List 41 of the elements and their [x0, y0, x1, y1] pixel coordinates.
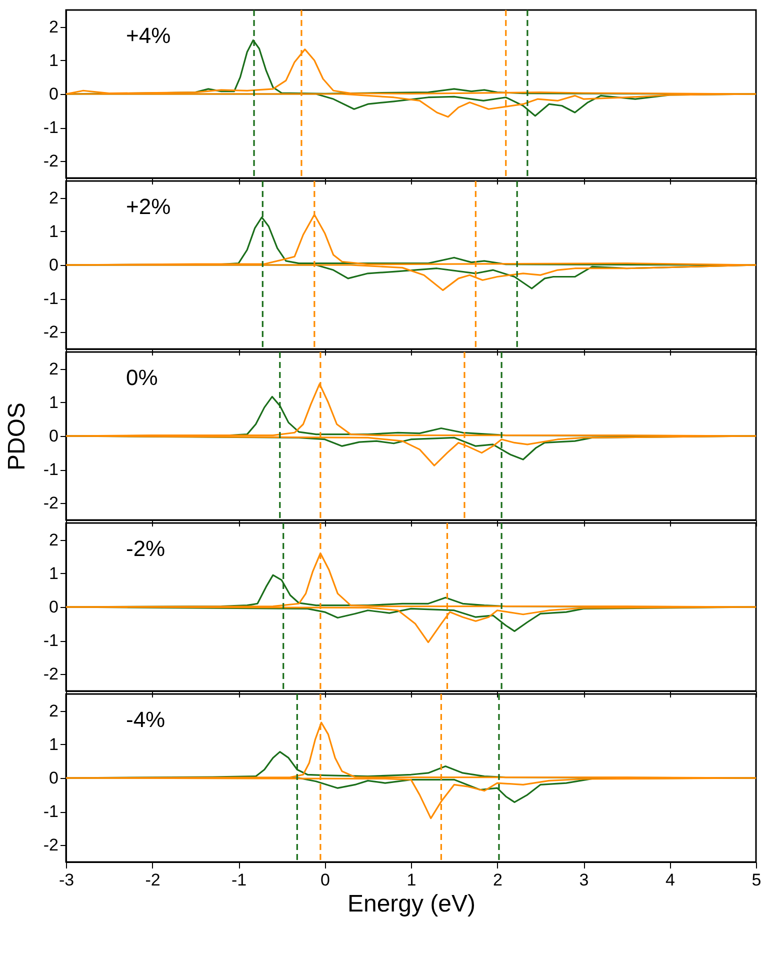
- y-tick-label: 1: [49, 222, 58, 241]
- y-tick-label: 2: [49, 17, 58, 36]
- y-tick-label: 0: [49, 256, 58, 274]
- x-tick-label: 0: [320, 870, 330, 890]
- y-tick-label: 0: [49, 426, 58, 446]
- y-tick-label: 1: [49, 564, 58, 583]
- x-tick-label: 3: [579, 870, 589, 890]
- y-tick-label: -1: [43, 118, 58, 138]
- annotation: -2%: [126, 536, 166, 561]
- x-tick-label: -2: [145, 870, 160, 890]
- x-tick-label: -3: [58, 870, 74, 890]
- y-tick-label: -1: [43, 460, 58, 480]
- y-tick-label: 2: [49, 701, 58, 720]
- x-tick-label: -1: [231, 870, 247, 890]
- x-tick-label: 1: [406, 870, 416, 890]
- y-tick-label: -1: [43, 802, 58, 822]
- y-tick-label: 1: [49, 392, 58, 412]
- x-axis-title: Energy (eV): [347, 890, 476, 918]
- y-tick-label: -2: [43, 494, 58, 513]
- x-tick-label: 4: [666, 870, 675, 890]
- y-tick-label: -2: [43, 664, 58, 684]
- annotation: +2%: [126, 194, 171, 219]
- y-tick-label: 1: [49, 50, 58, 70]
- y-tick-label: -1: [43, 289, 58, 308]
- y-tick-label: 2: [49, 530, 58, 550]
- y-axis-title: PDOS: [3, 402, 30, 471]
- y-tick-label: 2: [49, 188, 58, 208]
- x-tick-label: 5: [752, 870, 762, 890]
- y-tick-label: 1: [49, 734, 58, 754]
- y-tick-label: 2: [49, 359, 58, 378]
- x-tick-label: 2: [493, 870, 502, 890]
- y-tick-label: 0: [49, 84, 58, 104]
- y-tick-label: 0: [49, 598, 58, 616]
- y-tick-label: -2: [43, 836, 58, 855]
- y-tick-label: -2: [43, 152, 58, 171]
- annotation: +4%: [126, 23, 171, 48]
- y-tick-label: -2: [43, 322, 58, 342]
- y-tick-label: -1: [43, 631, 58, 650]
- y-tick-label: 0: [49, 768, 58, 788]
- annotation: 0%: [126, 365, 158, 390]
- annotation: -4%: [126, 707, 166, 732]
